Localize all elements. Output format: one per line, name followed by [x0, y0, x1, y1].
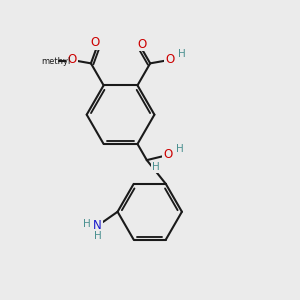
- Text: N: N: [93, 219, 102, 232]
- Text: methyl: methyl: [41, 57, 70, 66]
- Text: H: H: [176, 144, 184, 154]
- Text: O: O: [165, 52, 174, 66]
- Text: H: H: [83, 218, 91, 229]
- Text: O: O: [137, 38, 147, 50]
- Text: H: H: [178, 49, 186, 59]
- Text: O: O: [90, 36, 100, 49]
- Text: H: H: [152, 163, 160, 172]
- Text: O: O: [164, 148, 172, 161]
- Text: O: O: [68, 53, 77, 66]
- Text: H: H: [94, 231, 101, 241]
